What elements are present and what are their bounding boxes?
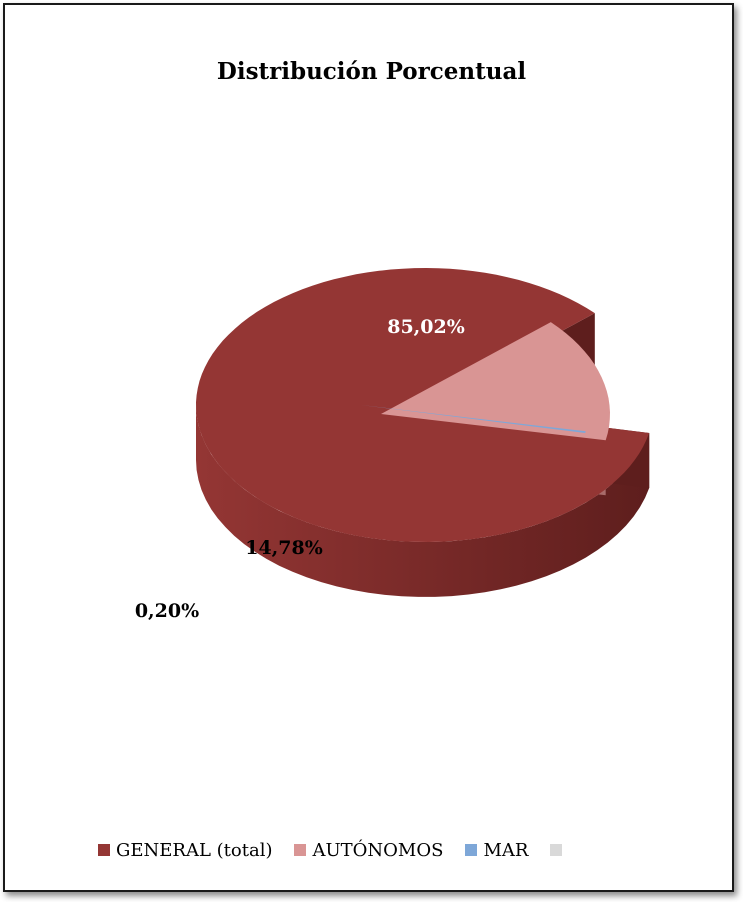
legend-item-general: GENERAL (total) [98,840,272,861]
legend-swatch-general [98,844,110,856]
legend-swatch-autonomos [294,844,307,856]
pie-data-labels: 85,02% 14,78% 0,20% [135,316,465,622]
data-label-2: 0,20% [135,600,199,622]
legend-item-blank [550,844,568,856]
chart-legend: GENERAL (total) AUTÓNOMOS MAR [98,836,590,864]
pie-slice-2 [361,405,586,433]
pie-slice-1 [381,322,610,441]
data-label-1: 14,78% [245,537,323,559]
legend-swatch-mar [465,844,478,856]
pie-slices [196,268,650,542]
legend-label-general: GENERAL (total) [116,839,273,861]
legend-item-autonomos: AUTÓNOMOS [294,840,443,861]
legend-item-mar: MAR [465,840,528,861]
legend-label-autonomos: AUTÓNOMOS [312,839,444,861]
pie-side-0 [196,405,650,597]
legend-label-mar: MAR [483,839,529,861]
legend-swatch-blank [550,844,563,856]
chart-title: Distribución Porcentual [216,58,527,85]
data-label-0: 85,02% [387,316,465,338]
